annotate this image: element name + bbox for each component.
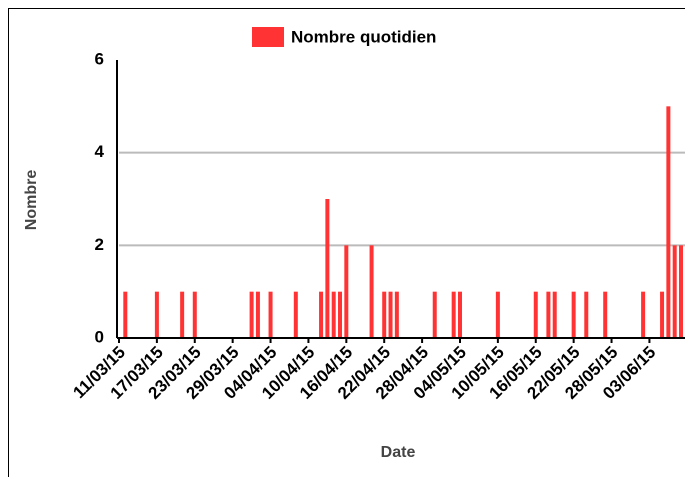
bar [344,245,349,338]
x-axis-label: Date [381,444,416,461]
y-axis-label: Nombre [23,170,40,231]
bar [666,106,671,338]
bar [451,291,456,338]
bar [331,291,336,338]
bar [672,245,677,338]
bar [432,291,437,338]
bar [641,291,646,338]
bar [338,291,343,338]
bar [394,291,399,338]
bar [533,291,538,338]
y-tick-label: 0 [95,327,104,346]
bar [552,291,557,338]
bar [603,291,608,338]
bar [255,291,260,338]
bar [192,291,197,338]
bar [457,291,462,338]
bar [382,291,387,338]
bar [495,291,500,338]
bar [546,291,551,338]
bar [123,291,128,338]
bar [268,291,273,338]
legend-label: Nombre quotidien [291,27,436,46]
bar [154,291,159,338]
y-tick-label: 4 [95,142,105,161]
legend-swatch [252,27,284,47]
bar [679,245,683,338]
y-tick-label: 2 [95,235,104,254]
bar [180,291,185,338]
bar [369,245,374,338]
bar [293,291,298,338]
bar [388,291,393,338]
frame [8,8,685,477]
bar [660,291,665,338]
bar [249,291,254,338]
bar [571,291,576,338]
bar [325,199,330,338]
bar [319,291,324,338]
bar [584,291,589,338]
y-tick-label: 6 [95,49,104,68]
